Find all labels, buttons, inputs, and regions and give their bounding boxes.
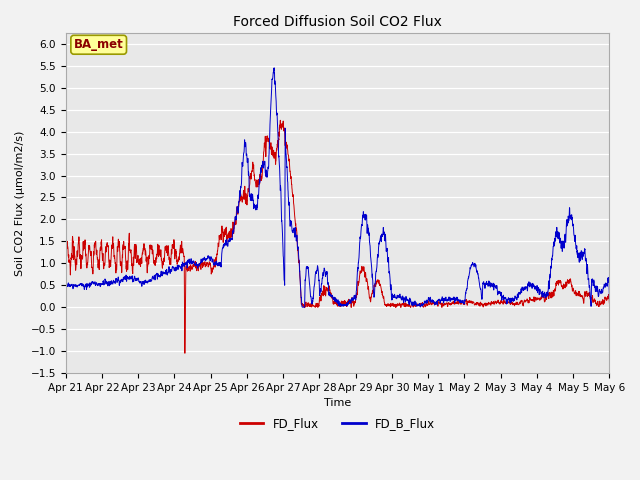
FD_B_Flux xyxy=(270,65,278,71)
FD_Flux xyxy=(294,250,302,256)
X-axis label: Time: Time xyxy=(324,398,351,408)
FD_B_Flux xyxy=(537,288,545,294)
FD_Flux xyxy=(595,304,603,310)
Line: FD_Flux: FD_Flux xyxy=(66,120,609,353)
FD_Flux xyxy=(156,247,164,253)
FD_Flux xyxy=(62,265,70,271)
FD_Flux xyxy=(276,118,284,123)
FD_Flux xyxy=(271,153,278,159)
FD_B_Flux xyxy=(156,273,164,279)
Line: FD_B_Flux: FD_B_Flux xyxy=(66,68,609,307)
FD_B_Flux xyxy=(124,275,131,281)
FD_B_Flux xyxy=(62,289,70,295)
FD_B_Flux xyxy=(605,295,613,301)
FD_Flux xyxy=(181,350,189,356)
Legend: FD_Flux, FD_B_Flux: FD_Flux, FD_B_Flux xyxy=(235,413,440,435)
Text: BA_met: BA_met xyxy=(74,38,124,51)
FD_B_Flux xyxy=(294,244,301,250)
FD_Flux xyxy=(605,300,613,306)
FD_B_Flux xyxy=(595,290,603,296)
Y-axis label: Soil CO2 Flux (μmol/m2/s): Soil CO2 Flux (μmol/m2/s) xyxy=(15,130,25,276)
FD_Flux xyxy=(537,295,545,301)
FD_Flux xyxy=(124,267,131,273)
FD_B_Flux xyxy=(271,71,278,76)
Title: Forced Diffusion Soil CO2 Flux: Forced Diffusion Soil CO2 Flux xyxy=(233,15,442,29)
FD_B_Flux xyxy=(299,304,307,310)
